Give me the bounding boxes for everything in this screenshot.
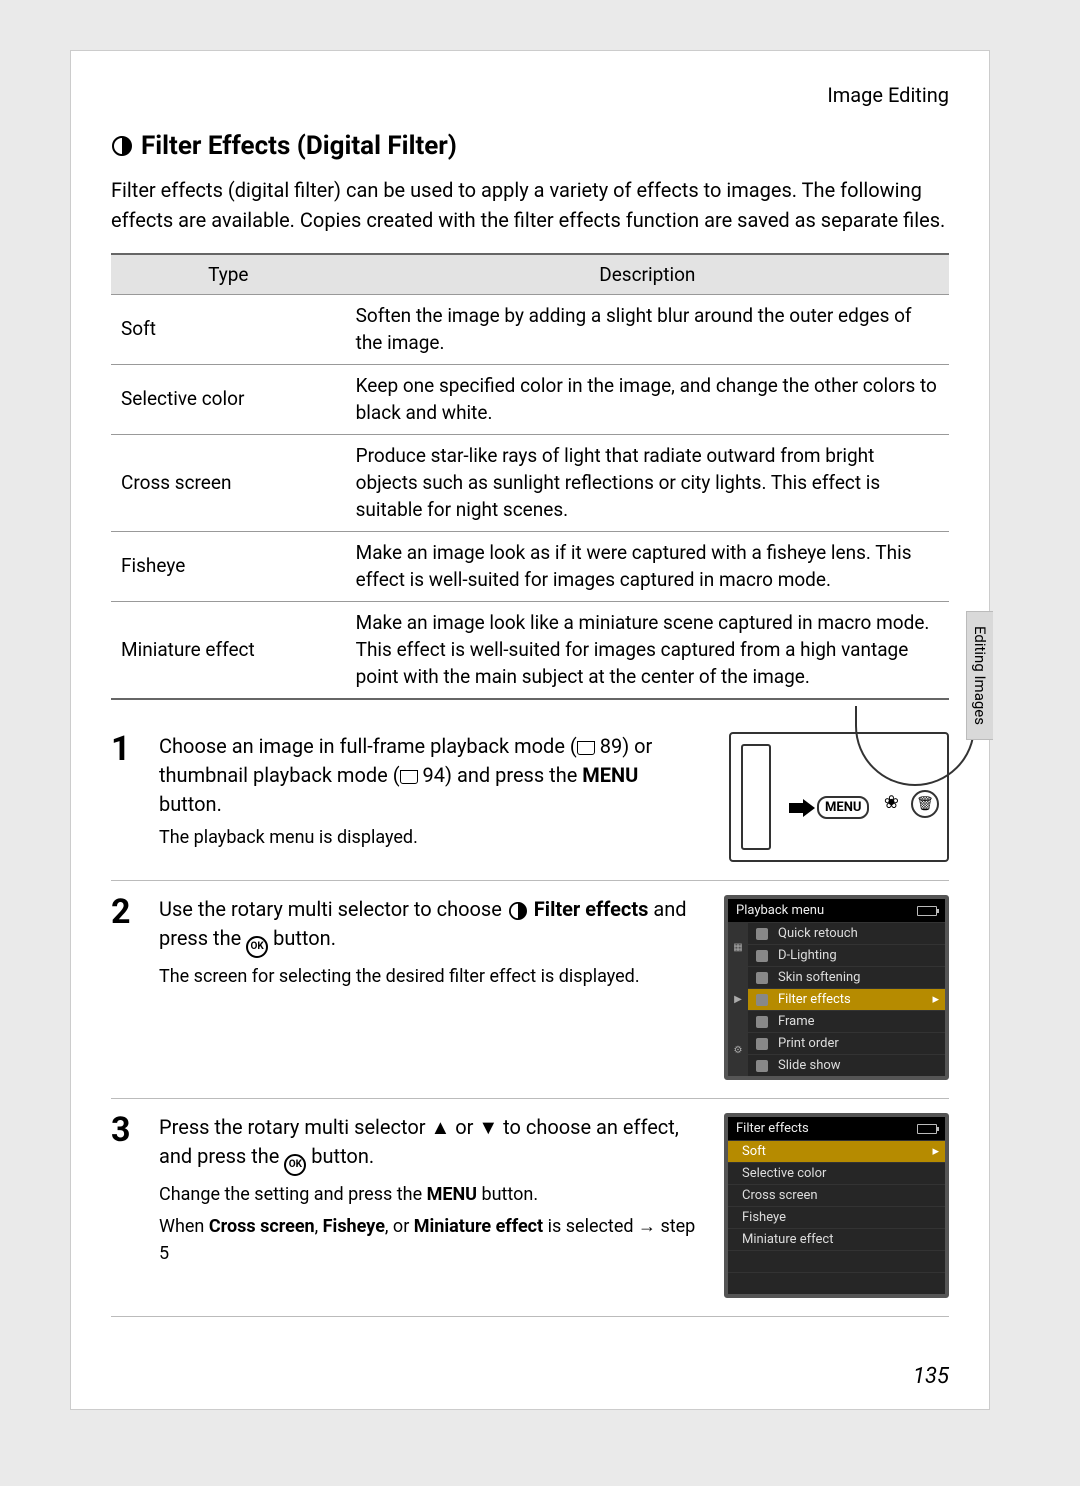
effect-desc: Keep one specified color in the image, a…: [346, 365, 949, 435]
page-number: 135: [913, 1364, 949, 1389]
table-row: Cross screenProduce star-like rays of li…: [111, 435, 949, 532]
menu-item: Quick retouch: [748, 922, 945, 944]
step-3: 3 Press the rotary multi selector ▲ or ▼…: [111, 1099, 949, 1317]
menu-arrow: MENU: [789, 796, 869, 819]
menu-item: Soft: [728, 1140, 945, 1162]
step-1-text: Choose an image in full-frame playback m…: [159, 732, 705, 819]
step-number: 3: [111, 1113, 145, 1298]
ok-icon: OK: [246, 936, 268, 958]
playback-menu-screen: Playback menu ▦▶⚙ Quick retouchD-Lightin…: [724, 895, 949, 1080]
menu-item: Skin softening: [748, 966, 945, 988]
menu-item: Print order: [748, 1032, 945, 1054]
effect-desc: Soften the image by adding a slight blur…: [346, 295, 949, 365]
menu-item-empty: [728, 1272, 945, 1294]
effect-desc: Produce star-like rays of light that rad…: [346, 435, 949, 532]
step-2-text: Use the rotary multi selector to choose …: [159, 895, 705, 958]
table-header-type: Type: [111, 254, 346, 295]
step-3-text: Press the rotary multi selector ▲ or ▼ t…: [159, 1113, 705, 1176]
filter-effects-screen: Filter effects SoftSelective colorCross …: [724, 1113, 949, 1298]
step-number: 1: [111, 732, 145, 862]
section-title: Filter Effects (Digital Filter): [111, 131, 949, 161]
step-3-sub1: Change the setting and press the MENU bu…: [159, 1182, 705, 1208]
menu-label: MENU: [817, 796, 869, 819]
section-intro: Filter effects (digital filter) can be u…: [111, 175, 949, 235]
camera-illustration: MENU ❀ 🗑: [729, 732, 949, 862]
effect-type: Soft: [111, 295, 346, 365]
menu-item: Slide show: [748, 1054, 945, 1076]
menu-item: Fisheye: [728, 1206, 945, 1228]
section-title-text: Filter Effects (Digital Filter): [141, 131, 457, 161]
macro-icon: ❀: [884, 792, 899, 813]
effect-type: Fisheye: [111, 532, 346, 602]
effect-desc: Make an image look like a miniature scen…: [346, 602, 949, 699]
menu-item: Frame: [748, 1010, 945, 1032]
step-1: 1 Choose an image in full-frame playback…: [111, 718, 949, 881]
table-header-desc: Description: [346, 254, 949, 295]
battery-icon: [917, 906, 937, 916]
effects-table: Type Description SoftSoften the image by…: [111, 253, 949, 700]
menu-item: Cross screen: [728, 1184, 945, 1206]
lcd-left-tabs: ▦▶⚙: [728, 922, 748, 1076]
lcd-title: Filter effects: [736, 1121, 809, 1136]
manual-page: Image Editing Filter Effects (Digital Fi…: [70, 50, 990, 1410]
step-number: 2: [111, 895, 145, 1080]
page-ref-icon: [577, 741, 595, 755]
table-row: SoftSoften the image by adding a slight …: [111, 295, 949, 365]
lcd-title: Playback menu: [736, 903, 824, 918]
table-row: FisheyeMake an image look as if it were …: [111, 532, 949, 602]
menu-item: Filter effects: [748, 988, 945, 1010]
effect-type: Miniature effect: [111, 602, 346, 699]
effect-type: Selective color: [111, 365, 346, 435]
menu-item: Selective color: [728, 1162, 945, 1184]
ok-icon: OK: [284, 1154, 306, 1176]
step-2-sub: The screen for selecting the desired fil…: [159, 964, 705, 990]
page-ref-icon: [400, 770, 418, 784]
menu-item: D-Lighting: [748, 944, 945, 966]
battery-icon: [917, 1124, 937, 1134]
step-1-sub: The playback menu is displayed.: [159, 825, 705, 851]
effect-desc: Make an image look as if it were capture…: [346, 532, 949, 602]
trash-icon: 🗑: [911, 790, 939, 818]
effect-type: Cross screen: [111, 435, 346, 532]
filter-icon: [507, 900, 529, 922]
step-3-sub2: When Cross screen, Fisheye, or Miniature…: [159, 1214, 705, 1266]
filter-icon: [111, 135, 133, 157]
menu-item: Miniature effect: [728, 1228, 945, 1250]
menu-item-empty: [728, 1250, 945, 1272]
camera-dial: [855, 706, 975, 786]
table-row: Selective colorKeep one specified color …: [111, 365, 949, 435]
side-tab: Editing Images: [966, 611, 993, 740]
chapter-title: Image Editing: [111, 83, 949, 107]
step-2: 2 Use the rotary multi selector to choos…: [111, 881, 949, 1099]
table-row: Miniature effectMake an image look like …: [111, 602, 949, 699]
